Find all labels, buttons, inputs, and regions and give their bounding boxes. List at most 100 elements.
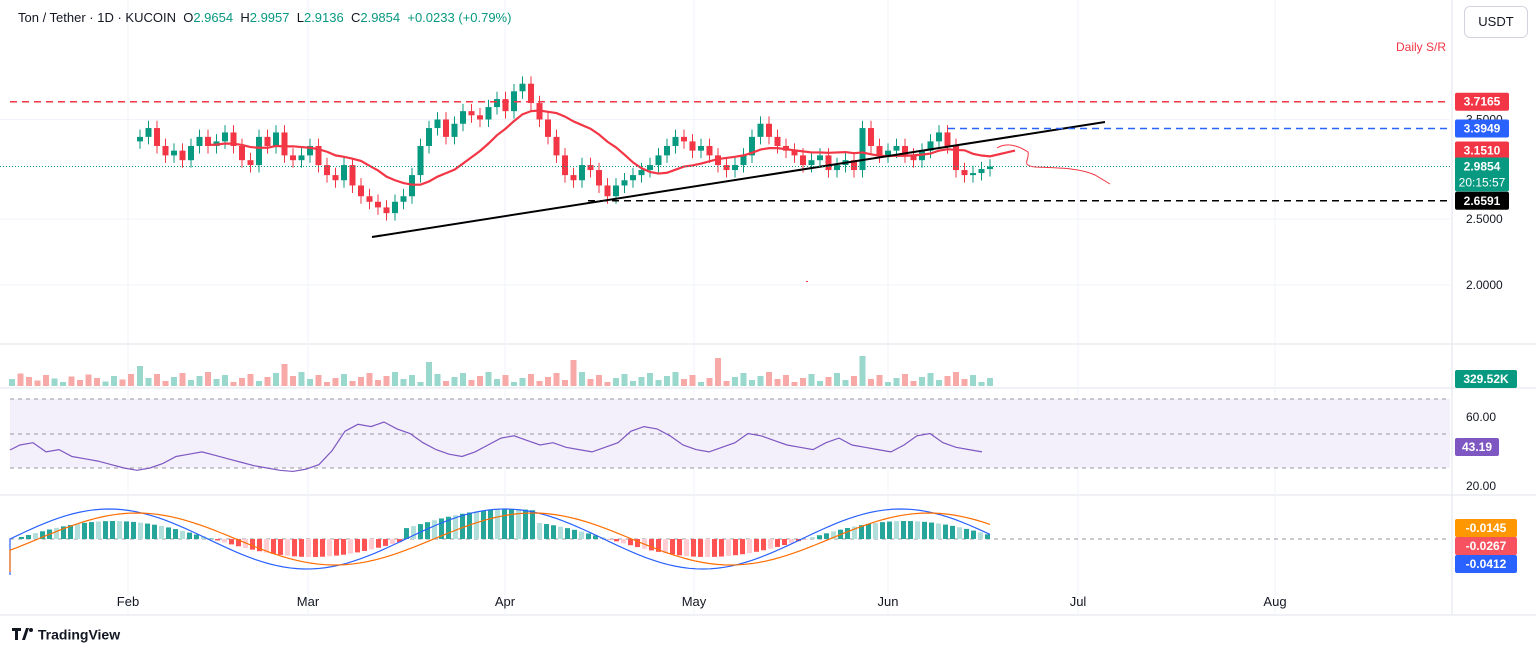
- volume-bar: [68, 376, 75, 386]
- volume-bar: [647, 373, 653, 386]
- price-label-box: [1455, 119, 1509, 138]
- macd-histogram-bar: [278, 539, 283, 555]
- candle-body: [205, 136, 211, 146]
- volume-bar: [375, 380, 381, 386]
- macd-histogram-bar: [425, 522, 430, 539]
- brand[interactable]: TradingView: [12, 625, 120, 642]
- candle-body: [188, 145, 194, 161]
- volume-bar: [596, 375, 602, 386]
- volume-bar: [859, 356, 866, 386]
- macd-histogram-bar: [782, 539, 787, 546]
- y-tick-label: 2.5000: [1466, 212, 1503, 226]
- macd-histogram-bar: [635, 539, 640, 548]
- tradingview-logo-icon: [12, 628, 33, 641]
- high-value: 2.9957: [249, 10, 290, 25]
- candle-body: [307, 145, 313, 156]
- candle-body: [460, 111, 466, 124]
- volume-bar: [545, 377, 551, 386]
- candle-body: [630, 175, 636, 181]
- macd-histogram-bar: [313, 539, 318, 557]
- volume-bar: [757, 376, 764, 386]
- macd-histogram-bar: [894, 521, 899, 539]
- candle-body: [502, 99, 509, 112]
- volume-bar: [417, 382, 424, 386]
- macd-histogram-bar: [691, 539, 696, 557]
- macd-histogram-bar: [474, 511, 479, 539]
- candle-body: [893, 145, 900, 151]
- macd-histogram-bar: [432, 520, 437, 539]
- volume-bar: [34, 380, 41, 386]
- volume-bar: [290, 376, 296, 386]
- candle-body: [664, 145, 670, 156]
- volume-bar: [460, 373, 466, 386]
- volume-label: 329.52K: [1463, 372, 1509, 386]
- x-tick-label: Aug: [1263, 594, 1286, 609]
- x-tick-label: Jul: [1070, 594, 1087, 609]
- volume-bar: [511, 382, 517, 386]
- volume-bar: [179, 373, 186, 386]
- volume-bar: [817, 381, 823, 386]
- macd-histogram-bar: [187, 532, 192, 539]
- candle-body: [681, 136, 687, 142]
- low-value: 2.9136: [303, 10, 344, 25]
- close-label: C: [350, 10, 361, 25]
- candle-body: [885, 150, 891, 156]
- macd-histogram-bar: [866, 523, 871, 539]
- macd-histogram-bar: [292, 539, 297, 557]
- currency-button[interactable]: USDT: [1464, 6, 1528, 38]
- volume-bar: [978, 382, 985, 386]
- price-label: 3.7165: [1464, 95, 1501, 109]
- volume-bar: [273, 373, 279, 386]
- candle-body: [621, 180, 628, 186]
- macd-histogram-bar: [733, 539, 738, 556]
- volume-bar: [426, 362, 432, 386]
- candle-body: [332, 175, 339, 181]
- volume-bar: [936, 380, 942, 386]
- macd-histogram-bar: [810, 537, 815, 539]
- candle-body: [689, 141, 696, 151]
- macd-histogram-bar: [537, 523, 542, 539]
- macd-histogram-bar: [257, 539, 262, 552]
- candle-body: [485, 107, 492, 120]
- candle-body: [791, 150, 798, 156]
- macd-histogram-bar: [985, 534, 990, 539]
- candle-body: [825, 155, 832, 171]
- macd-histogram-bar: [684, 539, 689, 557]
- macd-histogram-bar: [397, 539, 402, 543]
- moving-average-line: [207, 109, 1016, 186]
- symbol-title[interactable]: Ton / Tether · 1D · KUCOIN: [18, 10, 176, 25]
- macd-histogram-bar: [369, 539, 374, 550]
- macd-histogram-bar: [768, 539, 773, 549]
- candle-body: [638, 170, 645, 176]
- volume-bar: [102, 381, 109, 386]
- high-label: H: [240, 10, 250, 25]
- macd-histogram-bar: [887, 521, 892, 539]
- candle-body: [145, 128, 152, 137]
- volume-bar: [630, 381, 636, 386]
- macd-histogram-bar: [355, 539, 360, 553]
- rsi-tick-label: 60.00: [1466, 410, 1496, 424]
- macd-histogram-bar: [978, 532, 983, 539]
- macd-histogram-bar: [376, 539, 381, 548]
- symbol-header: Ton / Tether · 1D · KUCOIN O2.9654 H2.99…: [18, 10, 511, 25]
- candle-body: [417, 145, 424, 176]
- candle-body: [910, 155, 917, 161]
- macd-histogram-bar: [516, 509, 521, 539]
- macd-histogram-bar: [75, 523, 80, 539]
- volume-bar: [494, 379, 500, 386]
- ascending-trendline: [371, 121, 1106, 238]
- macd-histogram-bar: [229, 539, 234, 545]
- macd-histogram-bar: [530, 510, 535, 539]
- macd-histogram-bar: [194, 534, 199, 539]
- macd-histogram-bar: [362, 539, 367, 551]
- candle-body: [171, 150, 177, 156]
- candle-body: [834, 165, 840, 171]
- volume-bar: [519, 378, 526, 386]
- marker-dot: [806, 281, 808, 282]
- volume-bar: [562, 380, 568, 386]
- macd-histogram-bar: [628, 539, 633, 546]
- volume-bar: [706, 378, 713, 386]
- volume-bar: [366, 373, 373, 386]
- volume-bar: [672, 372, 679, 386]
- volume-bar: [332, 378, 339, 386]
